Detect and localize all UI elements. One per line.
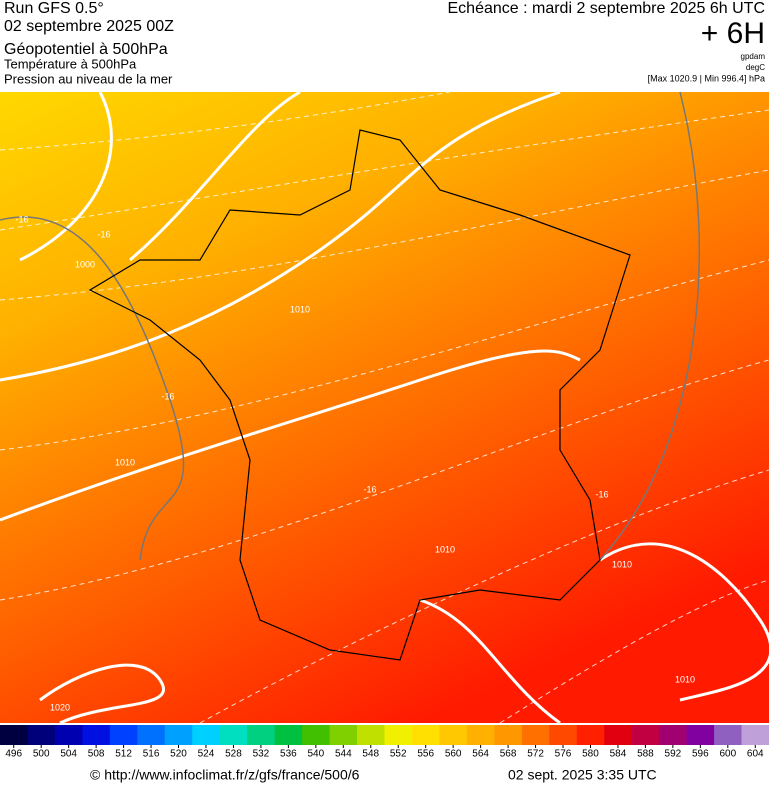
colorbar-label: 584: [610, 749, 627, 760]
contour-label: -16: [15, 214, 28, 224]
colorbar-label: 536: [280, 749, 297, 760]
contour-label: -16: [595, 489, 608, 499]
colorbar-cell: [247, 725, 276, 745]
pressure-range: [Max 1020.9 | Min 996.4] hPa: [648, 73, 765, 83]
colorbar-label: 528: [225, 749, 242, 760]
colorbar-label: 568: [500, 749, 517, 760]
colorbar-label: 532: [253, 749, 270, 760]
colorbar-label: 508: [88, 749, 105, 760]
run-date: 02 septembre 2025 00Z: [4, 18, 174, 35]
colorbar-label: 596: [692, 749, 709, 760]
colorbar-cell: [714, 725, 743, 745]
colorbar-label: 516: [143, 749, 160, 760]
unit: degC: [746, 63, 765, 72]
colorbar-cell: [439, 725, 468, 745]
field-name: Température à 500hPa: [4, 56, 137, 71]
contour-label: 1000: [75, 259, 95, 269]
colorbar-cell: [686, 725, 715, 745]
colorbar-label: 552: [390, 749, 407, 760]
contour-label: 1010: [612, 559, 632, 569]
run-title: Run GFS 0.5°: [4, 0, 104, 17]
colorbar-cell: [109, 725, 138, 745]
colorbar-label: 592: [665, 749, 682, 760]
colorbar-cell: [82, 725, 111, 745]
contour-label: 1010: [675, 674, 695, 684]
colorbar-label: 564: [472, 749, 489, 760]
colorbar-label: 504: [60, 749, 77, 760]
colorbar-cell: [302, 725, 331, 745]
colorbar-cell: [521, 725, 550, 745]
colorbar-cell: [219, 725, 248, 745]
colorbar-cell: [27, 725, 56, 745]
colorbar-cell: [164, 725, 193, 745]
colorbar-cell: [329, 725, 358, 745]
colorbar-label: 588: [637, 749, 654, 760]
field-name: Géopotentiel à 500hPa: [4, 41, 168, 58]
field-name: Pression au niveau de la mer: [4, 71, 173, 86]
contour-label: -16: [161, 391, 174, 401]
colorbar-cell: [604, 725, 633, 745]
unit: gpdam: [741, 52, 766, 61]
contour-label: 1010: [115, 457, 135, 467]
colorbar-label: 548: [362, 749, 379, 760]
contour-label: 1010: [290, 304, 310, 314]
colorbar-cell: [274, 725, 303, 745]
source-url: © http://www.infoclimat.fr/z/gfs/france/…: [90, 767, 360, 783]
issue-date: 02 sept. 2025 3:35 UTC: [508, 767, 657, 783]
colorbar-cell: [137, 725, 166, 745]
colorbar-cell: [0, 725, 28, 745]
colorbar-cell: [576, 725, 605, 745]
colorbar-cell: [549, 725, 578, 745]
colorbar-cell: [357, 725, 385, 745]
colorbar-label: 544: [335, 749, 352, 760]
temp-contours: [0, 91, 701, 561]
colorbar-label: 560: [445, 749, 462, 760]
isotherms: [0, 91, 769, 724]
colorbar-cell: [384, 725, 413, 745]
colorbar-label: 604: [747, 749, 764, 760]
contour-label: 1010: [435, 544, 455, 554]
colorbar-label: 572: [527, 749, 544, 760]
colorbar-cell: [741, 725, 769, 745]
colorbar-cell: [192, 725, 221, 745]
colorbar-cell: [411, 725, 440, 745]
colorbar-label: 500: [33, 749, 50, 760]
contour-label: 1020: [50, 702, 70, 712]
colorbar-cell: [466, 725, 495, 745]
colorbar-label: 496: [5, 749, 22, 760]
colorbar-cell: [54, 725, 83, 745]
colorbar-label: 556: [417, 749, 434, 760]
colorbar-label: 580: [582, 749, 599, 760]
contour-label: -16: [97, 229, 110, 239]
colorbar-label: 540: [307, 749, 324, 760]
colorbar-cell: [659, 725, 688, 745]
colorbar-label: 576: [555, 749, 572, 760]
colorbar-label: 512: [115, 749, 132, 760]
colorbar-label: 524: [198, 749, 215, 760]
isobars: [0, 90, 769, 725]
colorbar-label: 600: [719, 749, 736, 760]
colorbar-label: 520: [170, 749, 187, 760]
lead-time: + 6H: [701, 17, 765, 50]
echeance: Echéance : mardi 2 septembre 2025 6h UTC: [448, 0, 766, 17]
colorbar-cell: [631, 725, 660, 745]
france-outline: [88, 129, 631, 661]
colorbar-cell: [494, 725, 523, 745]
contour-label: -16: [363, 484, 376, 494]
